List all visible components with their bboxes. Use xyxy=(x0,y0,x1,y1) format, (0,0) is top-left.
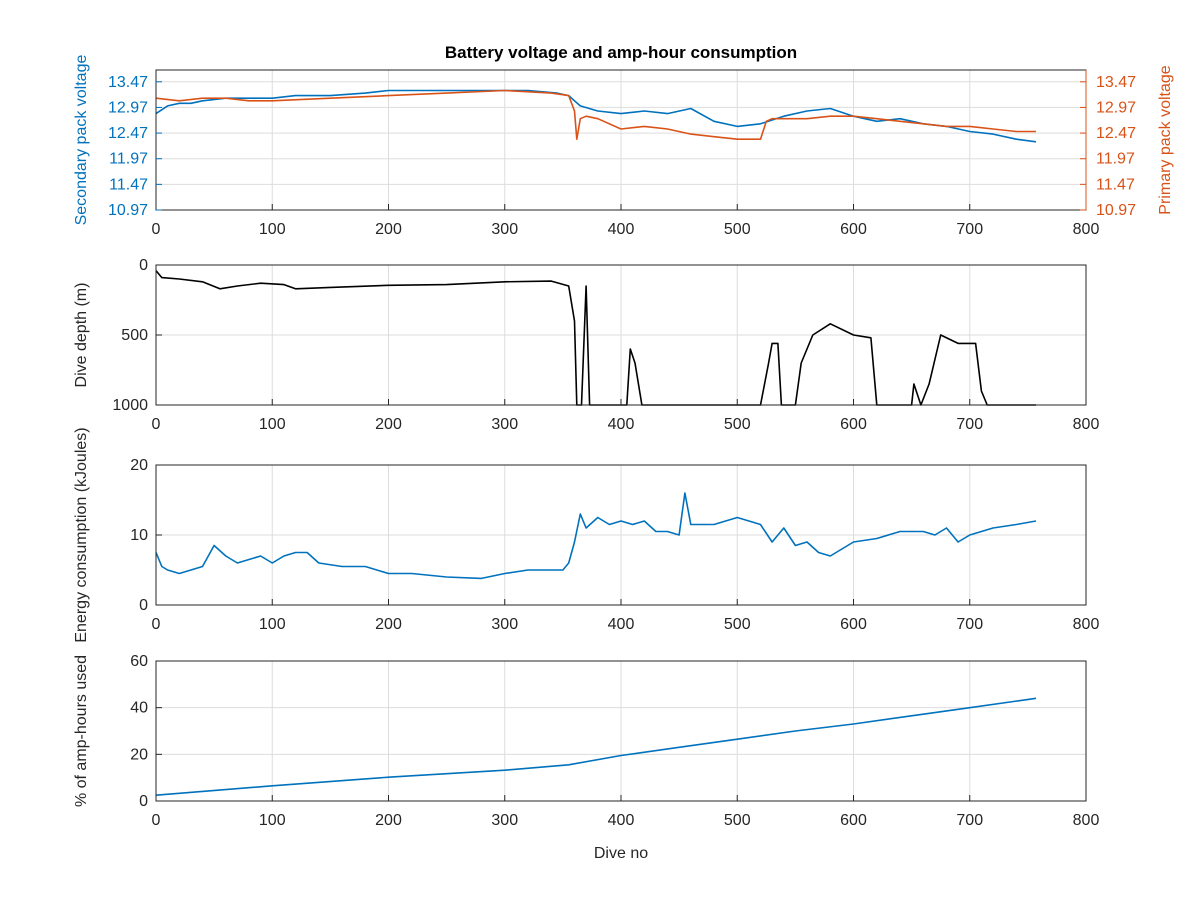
right-y-axis-title: Primary pack voltage xyxy=(1157,65,1174,214)
x-tick-label: 500 xyxy=(724,812,751,829)
x-tick-label: 100 xyxy=(259,221,286,238)
y-tick-label: 12.47 xyxy=(108,125,148,142)
x-tick-label: 600 xyxy=(840,812,867,829)
y-tick-label: 13.47 xyxy=(108,74,148,91)
x-tick-label: 100 xyxy=(259,616,286,633)
y-tick-label: 0 xyxy=(139,257,148,274)
x-tick-label: 700 xyxy=(956,616,983,633)
x-tick-label: 600 xyxy=(840,221,867,238)
y-tick-label: 500 xyxy=(121,327,148,344)
right-y-tick-label: 11.97 xyxy=(1096,151,1135,168)
series-line-1 xyxy=(155,697,1037,796)
right-y-tick-label: 10.97 xyxy=(1096,202,1136,219)
x-tick-label: 300 xyxy=(491,221,518,238)
y-tick-label: 60 xyxy=(130,653,148,670)
x-tick-label: 500 xyxy=(724,221,751,238)
y-tick-label: 1000 xyxy=(112,397,148,414)
subplot-3: 0 100 200 300 400 500 600 700 800 0 10 20 Energy con… xyxy=(73,427,1099,642)
y-axis-title: % of amp-hours used xyxy=(73,655,90,807)
y-tick-label: 20 xyxy=(130,746,148,763)
x-axis-title: Dive no xyxy=(594,845,648,862)
series-line-2 xyxy=(155,89,1036,140)
x-tick-label: 0 xyxy=(152,416,161,433)
x-tick-label: 800 xyxy=(1073,812,1100,829)
y-tick-label: 12.97 xyxy=(108,99,148,116)
x-tick-label: 200 xyxy=(375,221,402,238)
series-line-1 xyxy=(155,492,1037,580)
x-tick-label: 700 xyxy=(956,812,983,829)
right-y-tick-label: 12.47 xyxy=(1096,125,1136,142)
x-tick-label: 300 xyxy=(491,812,518,829)
x-tick-label: 100 xyxy=(259,812,286,829)
x-tick-label: 400 xyxy=(608,416,635,433)
x-tick-label: 200 xyxy=(375,416,402,433)
x-tick-label: 0 xyxy=(152,616,161,633)
x-tick-label: 500 xyxy=(724,616,751,633)
x-tick-label: 0 xyxy=(152,812,161,829)
x-tick-label: 800 xyxy=(1073,416,1100,433)
y-axis-title: Secondary pack voltage xyxy=(73,55,90,226)
x-tick-label: 400 xyxy=(608,221,635,238)
x-tick-label: 400 xyxy=(608,812,635,829)
right-y-tick-label: 13.47 xyxy=(1096,74,1136,91)
x-tick-label: 600 xyxy=(840,616,867,633)
x-tick-label: 200 xyxy=(375,812,402,829)
y-tick-label: 20 xyxy=(130,457,148,474)
x-tick-label: 200 xyxy=(375,616,402,633)
subplot-4: 0 100 200 300 400 500 600 700 800 0 20 40 60 % of amp… xyxy=(73,653,1099,829)
subplots-group: 0 100 200 300 400 500 600 700 80010.9711.4711.97… xyxy=(73,55,1174,829)
y-tick-label: 11.47 xyxy=(109,176,148,193)
y-axis-title: Dive depth (m) xyxy=(73,283,90,388)
y-tick-label: 11.97 xyxy=(109,151,148,168)
y-tick-label: 10 xyxy=(130,527,148,544)
x-tick-label: 100 xyxy=(259,416,286,433)
y-tick-label: 10.97 xyxy=(108,202,148,219)
x-tick-label: 700 xyxy=(956,416,983,433)
x-tick-label: 0 xyxy=(152,221,161,238)
chart-title: Battery voltage and amp-hour consumption xyxy=(445,43,797,62)
x-tick-label: 300 xyxy=(491,616,518,633)
subplot-1: 0 100 200 300 400 500 600 700 800 10.97 11.47 11.97… xyxy=(73,55,1174,238)
subplot-2: 0 100 200 300 400 500 600 700 800 0 500 1000 Dive de… xyxy=(73,257,1099,433)
y-tick-label: 0 xyxy=(139,597,148,614)
y-tick-label: 40 xyxy=(130,700,148,717)
x-tick-label: 600 xyxy=(840,416,867,433)
x-tick-label: 400 xyxy=(608,616,635,633)
x-tick-label: 800 xyxy=(1073,616,1100,633)
right-y-tick-label: 11.47 xyxy=(1096,176,1135,193)
x-tick-label: 500 xyxy=(724,416,751,433)
series-line-1 xyxy=(155,270,1036,406)
y-tick-label: 0 xyxy=(139,793,148,810)
x-tick-label: 700 xyxy=(956,221,983,238)
y-axis-title: Energy consumption (kJoules) xyxy=(73,427,90,642)
x-tick-label: 300 xyxy=(491,416,518,433)
x-tick-label: 800 xyxy=(1073,221,1100,238)
right-y-tick-label: 12.97 xyxy=(1096,99,1136,116)
